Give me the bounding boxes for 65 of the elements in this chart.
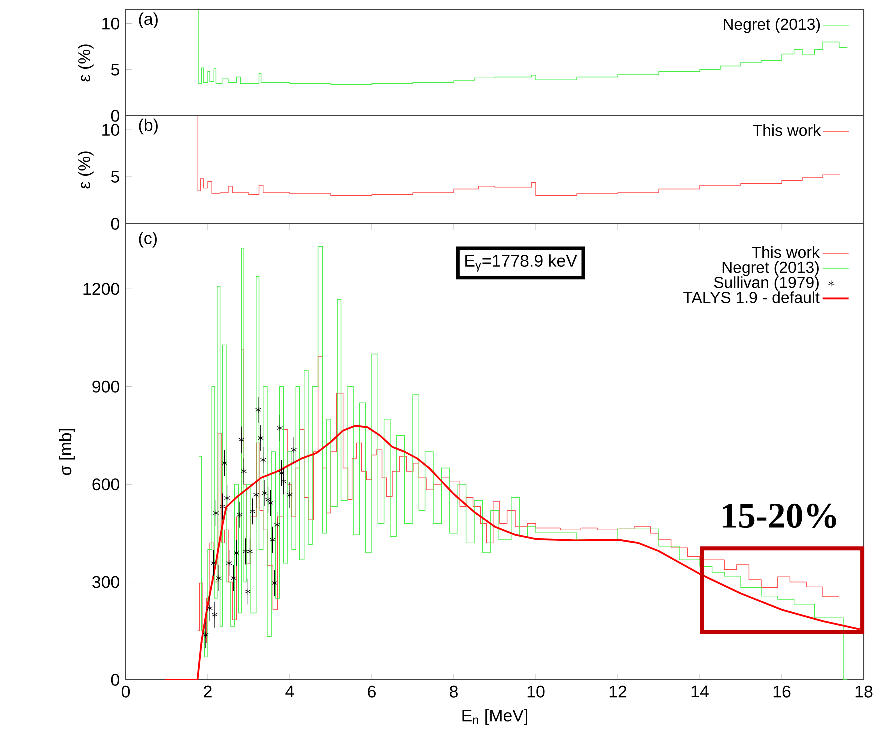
point (253, 492, 260, 498)
annotation: E$_{γ}$=1778.9 keV (466, 254, 578, 272)
point (242, 548, 249, 555)
point (220, 503, 226, 510)
point (256, 406, 262, 414)
y-tick-label: 300 (92, 576, 120, 588)
point (224, 494, 230, 502)
point (234, 550, 240, 557)
annotation: (a) (139, 12, 158, 29)
x-tick-label: 0 (122, 686, 130, 698)
point (207, 605, 213, 612)
legend-label: This work (752, 246, 820, 258)
x-tick-label: 10 (528, 686, 545, 698)
legend-label: Negret (2013) (722, 261, 819, 276)
x-tick-label: 6 (368, 686, 376, 698)
y-axis-title: ε (%) (78, 44, 94, 82)
point (270, 536, 276, 544)
annotation: 15-20% (722, 504, 836, 528)
point (203, 632, 209, 638)
y-tick-label: 1200 (84, 283, 120, 296)
y-axis-title: ε (%) (78, 152, 94, 189)
y-tick-label: 5 (111, 171, 120, 183)
line-series (164, 425, 861, 680)
point (216, 575, 222, 582)
point (222, 460, 228, 467)
y-tick-label: 10 (102, 124, 120, 136)
point (274, 522, 280, 528)
x-tick-label: 14 (692, 686, 709, 698)
legend-label: This work (753, 124, 822, 136)
point (277, 424, 284, 432)
point (237, 512, 243, 518)
x-tick-label: 16 (774, 686, 791, 698)
point (250, 508, 256, 515)
y-tick-label: 900 (92, 380, 120, 393)
point (213, 510, 220, 517)
point (291, 446, 297, 454)
y-tick-label: 5 (111, 64, 120, 76)
legend-label: Sullivan (1979) (714, 276, 819, 292)
legend-label: Negret (2013) (724, 18, 820, 34)
point (245, 588, 252, 596)
point (258, 435, 264, 442)
point (210, 560, 217, 567)
point (238, 436, 245, 444)
x-axis-title: E$_{n}$ [MeV] (462, 709, 528, 726)
y-tick-label: 0 (111, 218, 120, 230)
annotation: (c) (139, 232, 157, 248)
y-tick-label: 0 (111, 674, 120, 686)
point (241, 468, 247, 475)
x-tick-label: 8 (450, 686, 458, 698)
point (212, 612, 218, 618)
x-tick-label: 4 (286, 686, 294, 698)
x-tick-label: 12 (610, 686, 627, 698)
point (260, 456, 266, 464)
annotation: (b) (139, 118, 158, 135)
y-axis-title: σ [mb] (59, 429, 75, 476)
y-tick-label: 600 (92, 478, 120, 491)
y-tick-label: 0 (111, 110, 120, 122)
point (272, 580, 278, 587)
x-tick-label: 2 (204, 686, 212, 698)
legend-label: TALYS 1.9 - default (684, 292, 820, 304)
point (226, 560, 232, 567)
y-tick-label: 10 (102, 18, 120, 30)
point (287, 492, 293, 498)
x-tick-label: 18 (856, 686, 873, 698)
point (278, 470, 285, 476)
